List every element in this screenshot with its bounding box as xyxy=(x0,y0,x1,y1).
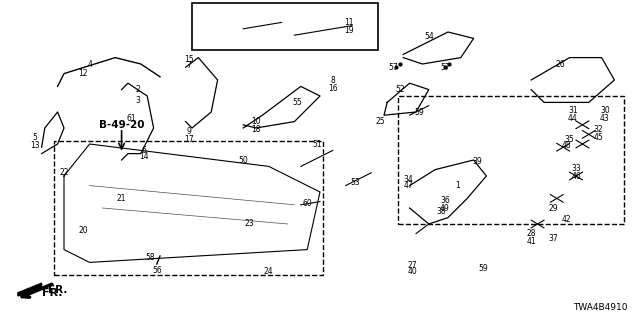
Text: FR.: FR. xyxy=(48,285,67,295)
Text: 15: 15 xyxy=(184,55,194,64)
Text: 5: 5 xyxy=(33,133,38,142)
Text: 54: 54 xyxy=(424,32,434,41)
Text: 58: 58 xyxy=(145,253,156,262)
Text: 4: 4 xyxy=(87,60,92,68)
Polygon shape xyxy=(18,283,42,296)
Text: 42: 42 xyxy=(561,215,572,224)
Text: 48: 48 xyxy=(561,141,572,150)
Bar xyxy=(398,96,624,224)
Text: 2: 2 xyxy=(135,85,140,94)
Text: 31: 31 xyxy=(568,106,578,115)
Text: 44: 44 xyxy=(568,114,578,123)
Text: 12: 12 xyxy=(79,69,88,78)
Text: TWA4B4910: TWA4B4910 xyxy=(573,303,627,312)
Text: 50: 50 xyxy=(238,156,248,164)
Text: 19: 19 xyxy=(344,26,354,35)
Text: 26: 26 xyxy=(555,60,565,68)
Text: 29: 29 xyxy=(548,204,559,212)
Text: 49: 49 xyxy=(440,204,450,212)
Text: 33: 33 xyxy=(571,164,581,172)
Text: 6: 6 xyxy=(141,146,147,155)
Text: 47: 47 xyxy=(403,181,413,190)
Text: 25: 25 xyxy=(376,117,386,126)
Text: 1: 1 xyxy=(455,181,460,190)
Text: 55: 55 xyxy=(292,98,303,107)
Text: 34: 34 xyxy=(403,175,413,184)
Text: 9: 9 xyxy=(186,127,191,136)
Text: 22: 22 xyxy=(60,168,68,177)
Text: 59: 59 xyxy=(414,108,424,116)
Text: 36: 36 xyxy=(440,196,450,204)
Bar xyxy=(54,141,323,275)
Text: 43: 43 xyxy=(600,114,610,123)
Text: 37: 37 xyxy=(548,234,559,243)
Text: 46: 46 xyxy=(571,172,581,180)
Text: 18: 18 xyxy=(252,125,260,134)
Text: 60: 60 xyxy=(302,199,312,208)
Text: 11: 11 xyxy=(344,18,353,27)
Text: 41: 41 xyxy=(526,237,536,246)
Text: 53: 53 xyxy=(350,178,360,187)
Text: 52: 52 xyxy=(395,85,405,94)
Text: 38: 38 xyxy=(436,207,447,216)
Text: 57: 57 xyxy=(388,63,399,72)
Text: 59: 59 xyxy=(478,264,488,273)
Text: 40: 40 xyxy=(408,268,418,276)
Text: 10: 10 xyxy=(251,117,261,126)
Text: FR.: FR. xyxy=(42,288,62,298)
Text: 7: 7 xyxy=(186,61,191,70)
Text: 16: 16 xyxy=(328,84,338,92)
Text: 28: 28 xyxy=(527,229,536,238)
Text: 8: 8 xyxy=(330,76,335,84)
Text: B-49-20: B-49-20 xyxy=(99,120,145,130)
Bar xyxy=(192,3,378,50)
Text: 20: 20 xyxy=(78,226,88,235)
Text: 51: 51 xyxy=(312,140,322,148)
Text: 23: 23 xyxy=(244,220,255,228)
Text: 27: 27 xyxy=(408,261,418,270)
Text: 24: 24 xyxy=(264,268,274,276)
Text: 30: 30 xyxy=(600,106,610,115)
Text: 13: 13 xyxy=(30,141,40,150)
Text: 61: 61 xyxy=(126,114,136,123)
Text: 14: 14 xyxy=(139,152,149,161)
Text: 35: 35 xyxy=(564,135,575,144)
Text: 21: 21 xyxy=(117,194,126,203)
Text: 39: 39 xyxy=(472,157,482,166)
Text: 17: 17 xyxy=(184,135,194,144)
Text: 3: 3 xyxy=(135,96,140,105)
Text: 57: 57 xyxy=(440,63,450,72)
Text: 32: 32 xyxy=(593,125,604,134)
Text: 45: 45 xyxy=(593,133,604,142)
Text: 56: 56 xyxy=(152,266,162,275)
